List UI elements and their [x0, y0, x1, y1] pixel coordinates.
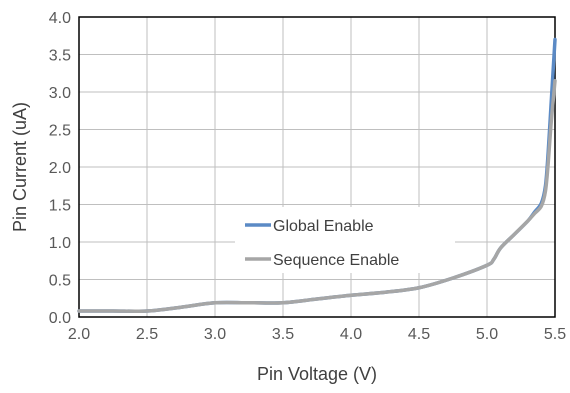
x-tick-label: 3.0 — [204, 326, 226, 343]
legend-label: Sequence Enable — [273, 252, 399, 269]
y-tick-label: 2.0 — [49, 160, 71, 177]
legend-box — [235, 207, 455, 273]
x-tick-label: 2.5 — [136, 326, 158, 343]
x-tick-label: 5.0 — [476, 326, 498, 343]
y-tick-label: 0.0 — [49, 310, 71, 327]
x-tick-label: 5.5 — [544, 326, 566, 343]
series-lines — [77, 37, 557, 314]
y-tick-label: 0.5 — [49, 273, 71, 290]
series-line-sequence-enable — [77, 79, 557, 314]
legend: Global Enable Sequence Enable — [235, 207, 455, 273]
x-tick-label: 4.5 — [408, 326, 430, 343]
x-tick-label: 4.0 — [340, 326, 362, 343]
x-tick-label: 3.5 — [272, 326, 294, 343]
y-tick-label: 2.5 — [49, 123, 71, 140]
y-tick-label: 1.0 — [49, 235, 71, 252]
y-axis-title: Pin Current (uA) — [10, 102, 30, 232]
y-tick-label: 4.0 — [49, 10, 71, 27]
y-tick-label: 3.5 — [49, 48, 71, 65]
y-tick-label: 1.5 — [49, 198, 71, 215]
tick-labels: 2.0 2.5 3.0 3.5 4.0 4.5 5.0 5.5 0.0 0.5 1.0 1.5 2.0 2… — [49, 10, 566, 343]
y-tick-label: 3.0 — [49, 85, 71, 102]
x-tick-label: 2.0 — [68, 326, 90, 343]
legend-label: Global Enable — [273, 218, 374, 235]
plot-area-border — [78, 16, 556, 318]
x-axis-title: Pin Voltage (V) — [257, 364, 377, 384]
